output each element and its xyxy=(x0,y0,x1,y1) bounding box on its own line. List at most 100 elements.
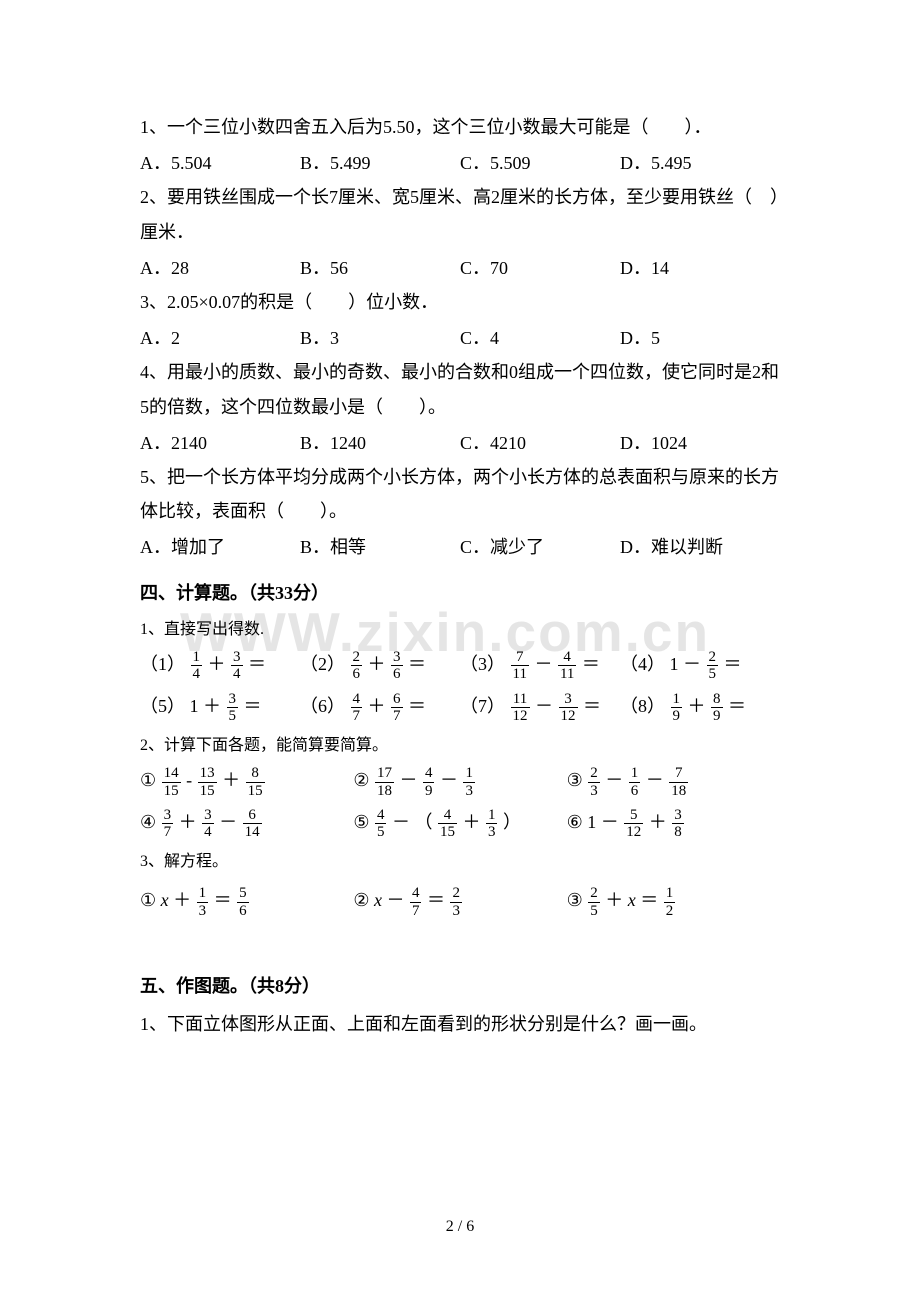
calc2-5: ⑤ 45 － （ 415 ＋ 13 ） xyxy=(353,805,566,841)
q4-text: 4、用最小的质数、最小的奇数、最小的合数和0组成一个四位数，使它同时是2和5的倍… xyxy=(140,355,780,423)
frac: 14 xyxy=(191,649,203,683)
q2-text: 2、要用铁丝围成一个长7厘米、宽5厘米、高2厘米的长方体，至少要用铁丝（ ）厘米… xyxy=(140,180,780,248)
calc1-5: （5） 1 ＋ 35 ＝ xyxy=(140,689,300,725)
calc1-row1: （1） 14 ＋ 34 ＝ （2） 26 ＋ 36 ＝ （3） 711 － 41… xyxy=(140,647,780,683)
s4-1: 1、直接写出得数. xyxy=(140,615,780,645)
eq: ＝ xyxy=(248,654,266,674)
frac: 512 xyxy=(624,807,643,841)
eq: ＝ xyxy=(427,890,445,910)
op: － xyxy=(534,654,552,674)
s5-1: 1、下面立体图形从正面、上面和左面看到的形状分别是什么？画一画。 xyxy=(140,1007,780,1041)
op: － xyxy=(386,890,404,910)
lbl: （8） xyxy=(620,696,665,716)
op: ＋ xyxy=(368,696,386,716)
frac: 19 xyxy=(671,691,683,725)
lp: （ xyxy=(414,812,432,832)
eq: ＝ xyxy=(640,890,658,910)
one: 1 xyxy=(190,696,199,716)
op: － xyxy=(535,696,553,716)
lbl: ② xyxy=(353,890,369,910)
frac: 1718 xyxy=(375,765,394,799)
eqn-1: ① x ＋ 13 ＝ 56 xyxy=(140,883,353,919)
one: 1 xyxy=(587,812,596,832)
frac: 25 xyxy=(707,649,719,683)
op: ＋ xyxy=(605,890,623,910)
page-content: 1、一个三位小数四舍五入后为5.50，这个三位小数最大可能是（ ）． A．5.5… xyxy=(140,110,780,1042)
frac: 89 xyxy=(711,691,723,725)
op: ＋ xyxy=(368,654,386,674)
eq: ＝ xyxy=(724,654,742,674)
frac: 13 xyxy=(486,807,498,841)
eq: ＝ xyxy=(408,696,426,716)
q2-c: C．70 xyxy=(460,251,620,285)
calc1-1: （1） 14 ＋ 34 ＝ xyxy=(140,647,300,683)
frac: 411 xyxy=(558,649,576,683)
frac: 12 xyxy=(664,885,676,919)
q5-text: 5、把一个长方体平均分成两个小长方体，两个小长方体的总表面积与原来的长方体比较，… xyxy=(140,460,780,528)
lbl: （6） xyxy=(300,696,345,716)
q2-b: B．56 xyxy=(300,251,460,285)
op: ＋ xyxy=(203,696,221,716)
frac: 47 xyxy=(410,885,422,919)
lbl: ⑥ xyxy=(567,812,583,832)
q3-b: B．3 xyxy=(300,321,460,355)
calc2-6: ⑥ 1 － 512 ＋ 38 xyxy=(567,805,780,841)
q3-choices: A．2 B．3 C．4 D．5 xyxy=(140,321,780,355)
lbl: （4） xyxy=(620,654,665,674)
frac: 34 xyxy=(231,649,243,683)
q4-b: B．1240 xyxy=(300,426,460,460)
calc2-4: ④ 37 ＋ 34 － 614 xyxy=(140,805,353,841)
lbl: ⑤ xyxy=(353,812,369,832)
one: 1 xyxy=(670,654,679,674)
frac: 16 xyxy=(629,765,641,799)
frac: 23 xyxy=(588,765,600,799)
frac: 815 xyxy=(246,765,265,799)
q5-d: D．难以判断 xyxy=(620,530,780,564)
calc1-3: （3） 711 － 411 ＝ xyxy=(460,647,620,683)
calc2-row1: ① 1415 - 1315 ＋ 815 ② 1718 － 49 － 13 ③ 2… xyxy=(140,763,780,799)
section5-title: 五、作图题。（共8分） xyxy=(140,969,780,1003)
op: － xyxy=(219,812,237,832)
q2-d: D．14 xyxy=(620,251,780,285)
lbl: （3） xyxy=(460,654,505,674)
eqn-row: ① x ＋ 13 ＝ 56 ② x － 47 ＝ 23 ③ 25 ＋ x ＝ 1… xyxy=(140,883,780,919)
lbl: ③ xyxy=(567,890,583,910)
frac: 13 xyxy=(463,765,475,799)
q4-c: C．4210 xyxy=(460,426,620,460)
lbl: （7） xyxy=(460,696,505,716)
frac: 37 xyxy=(162,807,174,841)
frac: 34 xyxy=(202,807,214,841)
var-x: x xyxy=(161,890,169,910)
lbl: （2） xyxy=(300,654,345,674)
eq: ＝ xyxy=(408,654,426,674)
s4-3: 3、解方程。 xyxy=(140,847,780,877)
frac: 45 xyxy=(375,807,387,841)
calc2-row2: ④ 37 ＋ 34 － 614 ⑤ 45 － （ 415 ＋ 13 ） ⑥ 1 … xyxy=(140,805,780,841)
q3-text: 3、2.05×0.07的积是（ ）位小数． xyxy=(140,285,780,319)
op: － xyxy=(605,770,623,790)
calc1-7: （7） 1112 － 312 ＝ xyxy=(460,689,620,725)
q4-d: D．1024 xyxy=(620,426,780,460)
q5-b: B．相等 xyxy=(300,530,460,564)
op: ＋ xyxy=(688,696,706,716)
calc2-3: ③ 23 － 16 － 718 xyxy=(567,763,780,799)
q2-a: A．28 xyxy=(140,251,300,285)
q1-text: 1、一个三位小数四舍五入后为5.50，这个三位小数最大可能是（ ）． xyxy=(140,110,780,144)
op: ＋ xyxy=(208,654,226,674)
frac: 26 xyxy=(351,649,363,683)
calc1-2: （2） 26 ＋ 36 ＝ xyxy=(300,647,460,683)
frac: 23 xyxy=(450,885,462,919)
lbl: （1） xyxy=(140,654,185,674)
q4-a: A．2140 xyxy=(140,426,300,460)
op: － xyxy=(440,770,458,790)
op: ＋ xyxy=(462,812,480,832)
calc1-6: （6） 47 ＋ 67 ＝ xyxy=(300,689,460,725)
frac: 614 xyxy=(243,807,262,841)
q1-d: D．5.495 xyxy=(620,146,780,180)
op: ＋ xyxy=(649,812,667,832)
frac: 56 xyxy=(237,885,249,919)
op: － xyxy=(646,770,664,790)
q3-d: D．5 xyxy=(620,321,780,355)
s4-2: 2、计算下面各题，能简算要简算。 xyxy=(140,731,780,761)
q1-choices: A．5.504 B．5.499 C．5.509 D．5.495 xyxy=(140,146,780,180)
